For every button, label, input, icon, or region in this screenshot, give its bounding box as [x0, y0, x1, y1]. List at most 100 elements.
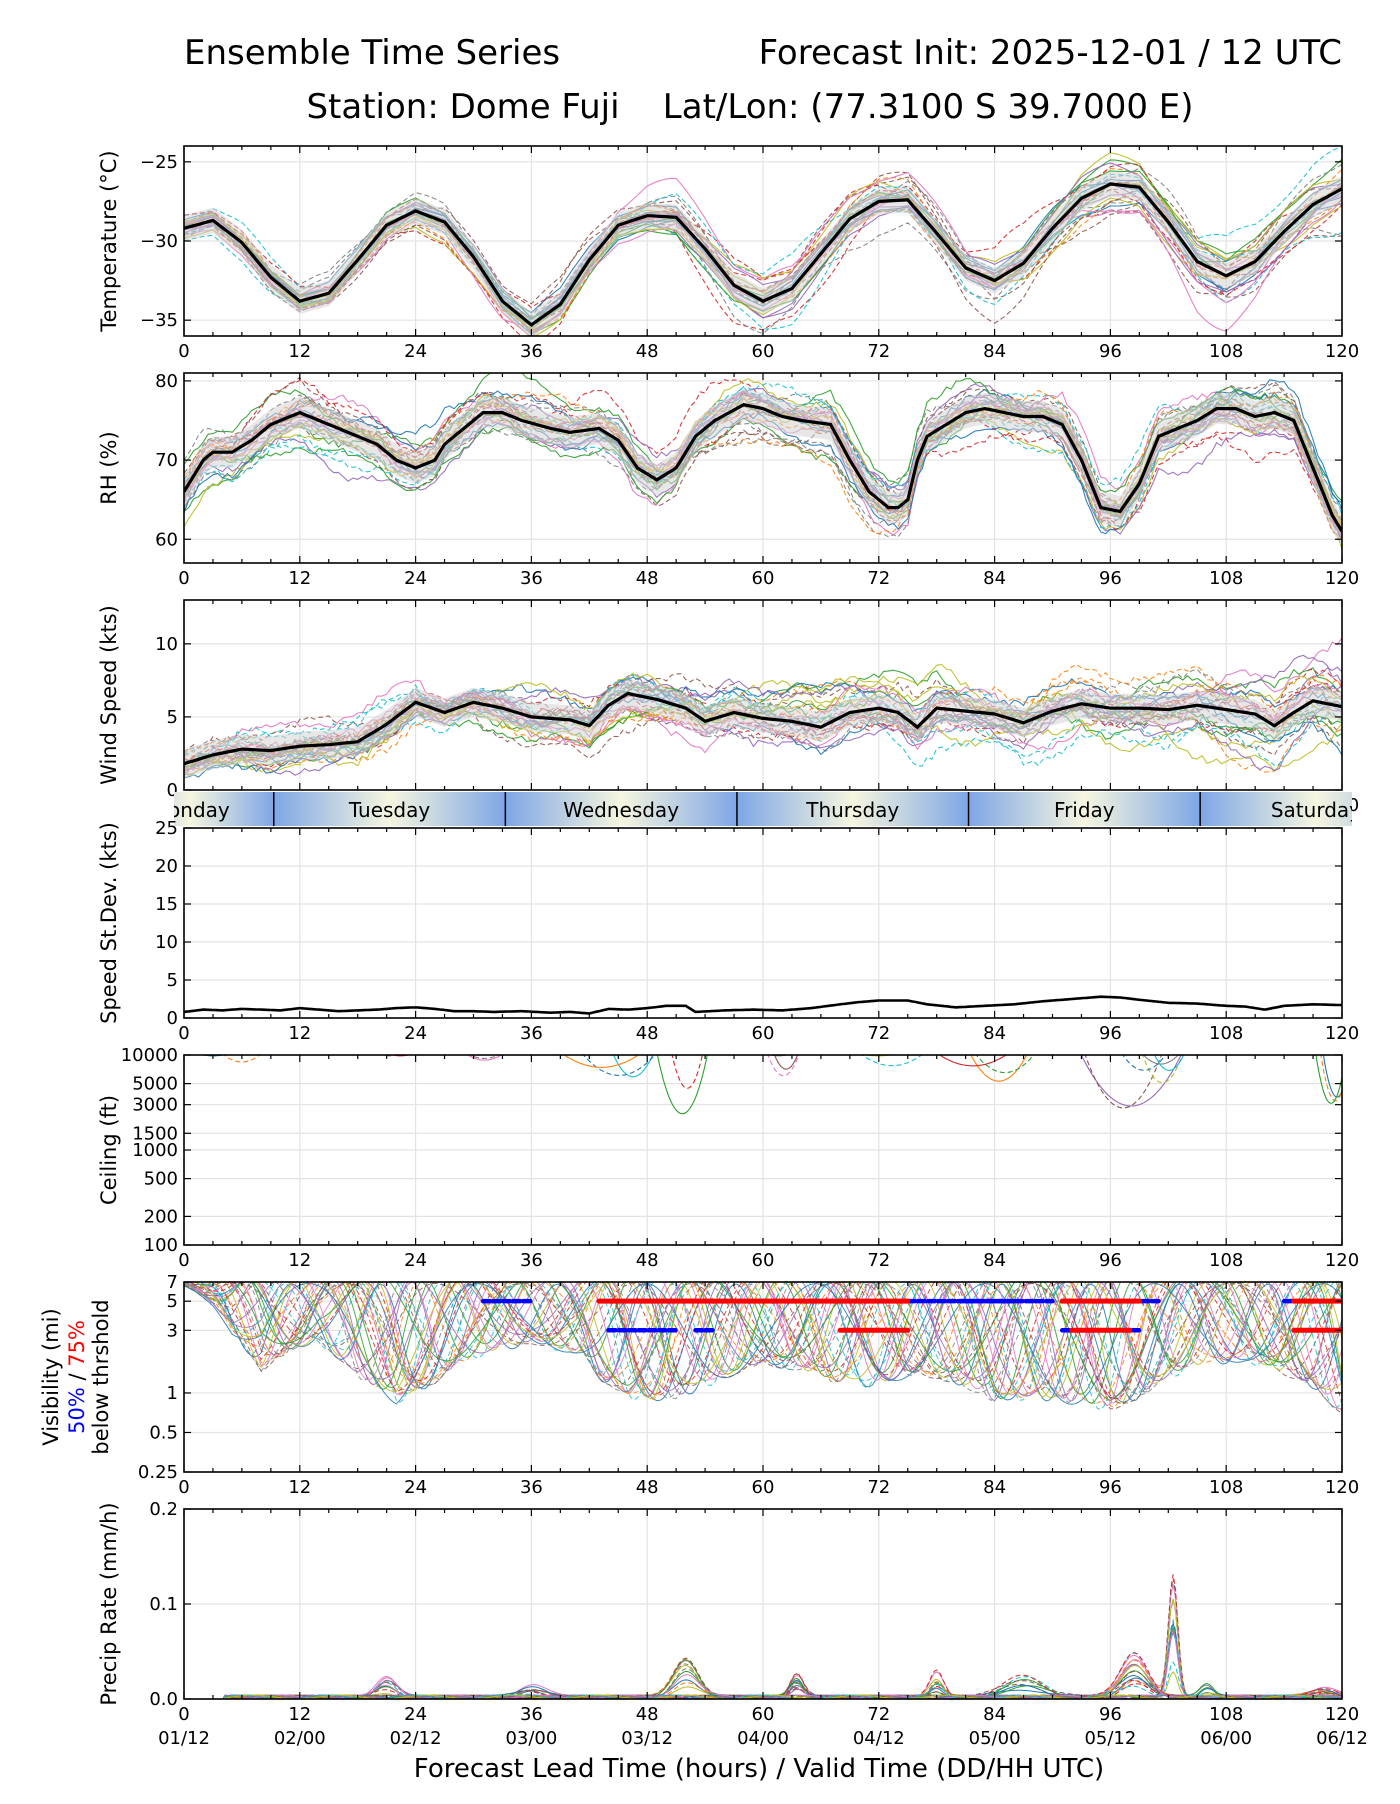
- visibility-member-line: [228, 1282, 1342, 1396]
- x-tick-label: 60: [752, 1704, 775, 1725]
- x-axis-label: Forecast Lead Time (hours) / Valid Time …: [414, 1754, 1104, 1784]
- x-tick-label: 12: [288, 1250, 311, 1271]
- x-tick-label: 48: [636, 568, 659, 589]
- x-tick-label: 108: [1209, 1023, 1243, 1044]
- y-tick-label: 3: [167, 1320, 178, 1341]
- ceiling-member-line: [467, 1055, 503, 1061]
- threshold-legend: 50% / 75%: [65, 1320, 89, 1434]
- x-tick-label: 120: [1325, 1023, 1359, 1044]
- y-tick-label: 3000: [132, 1095, 178, 1116]
- x-tick-label: 108: [1209, 341, 1243, 362]
- x-tick-label: 96: [1099, 1250, 1122, 1271]
- visibility-member-line: [184, 1282, 1342, 1405]
- x-tick-label: 48: [636, 1250, 659, 1271]
- day-label: Monday: [151, 798, 230, 822]
- day-label: Saturday: [1271, 798, 1361, 822]
- y-tick-label: 25: [155, 818, 178, 839]
- visibility-member-line: [184, 1282, 1342, 1414]
- ceiling-member-line: [671, 1055, 703, 1089]
- y-tick-label: 0.5: [149, 1422, 178, 1443]
- x-tick-label: 36: [520, 1250, 543, 1271]
- temperature-panel: 0 12 24 36 48 60 72 84 96 108 120 −35 −30 −25 Temperat…: [97, 145, 1359, 362]
- ceiling-member-line: [970, 1055, 1028, 1082]
- x-tick-label: 24: [404, 1704, 427, 1725]
- ceiling-member-line: [1142, 1055, 1179, 1065]
- ensemble-member-line: [184, 681, 1342, 767]
- plot-area: [184, 373, 1342, 549]
- x-tick-label: 108: [1209, 1704, 1243, 1725]
- plot-area: [184, 637, 1342, 779]
- legend-75-percent: 75%: [65, 1320, 89, 1367]
- x-tick-label: 12: [288, 568, 311, 589]
- ceiling-member-line: [1322, 1055, 1342, 1098]
- y-tick-label: 0.0: [149, 1689, 178, 1710]
- y-tick-label: −35: [140, 310, 178, 331]
- y-tick-label: 60: [155, 529, 178, 550]
- x-tick-label: 60: [752, 1250, 775, 1271]
- x-tick-label: 84: [983, 568, 1006, 589]
- x-tick-label: 36: [520, 341, 543, 362]
- precip-member-line: [184, 1668, 1342, 1699]
- x-tick-label: 96: [1099, 1023, 1122, 1044]
- ensemble-member-line: [184, 389, 1342, 535]
- y-tick-label: 500: [144, 1169, 178, 1190]
- ensemble-member-line: [184, 399, 1342, 538]
- valid-time-label: 04/12: [853, 1728, 905, 1749]
- x-tick-label: 24: [404, 1250, 427, 1271]
- y-tick-label: 0.1: [149, 1594, 178, 1615]
- ensemble-member-line: [184, 678, 1342, 776]
- y-tick-label: 5: [167, 970, 178, 991]
- plot-area: [200, 1055, 1342, 1115]
- day-strip-area: Monday Tuesday Wednesday Thursday Friday Satu…: [151, 792, 1361, 826]
- plot-area: [184, 146, 1342, 336]
- ensemble-member-line: [184, 390, 1342, 543]
- figure-title-left: Ensemble Time Series: [184, 33, 560, 73]
- x-tick-label: 120: [1325, 568, 1359, 589]
- y-tick-label: 0.25: [138, 1462, 178, 1483]
- visibility-member-line: [208, 1282, 1342, 1391]
- day-block: [1200, 792, 1352, 826]
- x-tick-label: 84: [983, 1250, 1006, 1271]
- ceiling-member-line: [656, 1055, 708, 1115]
- ensemble-member-line: [184, 388, 1342, 535]
- ceiling-member-line: [563, 1055, 640, 1068]
- day-label: Tuesday: [348, 798, 431, 822]
- ensemble-member-line: [184, 177, 1342, 332]
- x-tick-label: 12: [288, 1704, 311, 1725]
- x-tick-label: 84: [983, 1023, 1006, 1044]
- visibility-member-line: [184, 1282, 1342, 1399]
- y-tick-label: 1500: [132, 1123, 178, 1144]
- y-tick-label: 1000: [132, 1140, 178, 1161]
- stdev-line: [184, 995, 1342, 1015]
- day-block: [968, 792, 1201, 826]
- y-axis-sublabel: below thrshold: [89, 1299, 113, 1454]
- y-axis-label: Wind Speed (kts): [97, 605, 121, 785]
- x-tick-label: 108: [1209, 1250, 1243, 1271]
- y-tick-label: 10: [155, 634, 178, 655]
- valid-time-label: 02/12: [390, 1728, 442, 1749]
- x-tick-label: 120: [1325, 341, 1359, 362]
- x-tick-label: 84: [983, 1704, 1006, 1725]
- ceiling-member-line: [773, 1055, 799, 1070]
- y-tick-label: 7: [167, 1272, 178, 1293]
- spread-band: [184, 171, 1342, 336]
- visibility-member-line: [184, 1282, 1342, 1403]
- x-tick-label: 24: [404, 341, 427, 362]
- legend-50-percent: 50%: [65, 1387, 89, 1434]
- visibility-member-line: [195, 1282, 1342, 1395]
- ceiling-member-line: [469, 1055, 500, 1059]
- valid-time-label: 03/00: [505, 1728, 557, 1749]
- x-tick-label: 120: [1325, 1250, 1359, 1271]
- y-tick-label: 200: [144, 1206, 178, 1227]
- y-tick-label: 0: [167, 1008, 178, 1029]
- y-tick-label: −30: [140, 231, 178, 252]
- speed-stdev-panel: 0 12 24 36 48 60 72 84 96 108 120 0 5 10 15 20 25 Speed S…: [97, 818, 1359, 1044]
- valid-time-label: 04/00: [737, 1728, 789, 1749]
- ceiling-member-line: [861, 1055, 923, 1067]
- ensemble-member-line: [184, 677, 1342, 773]
- x-tick-label: 36: [520, 568, 543, 589]
- plot-area: [184, 995, 1342, 1015]
- visibility-panel: 0 12 24 36 48 60 72 84 96 108 120 0.25 0.5 1 3 57 Visibi…: [39, 1272, 1359, 1498]
- x-tick-label: 84: [983, 341, 1006, 362]
